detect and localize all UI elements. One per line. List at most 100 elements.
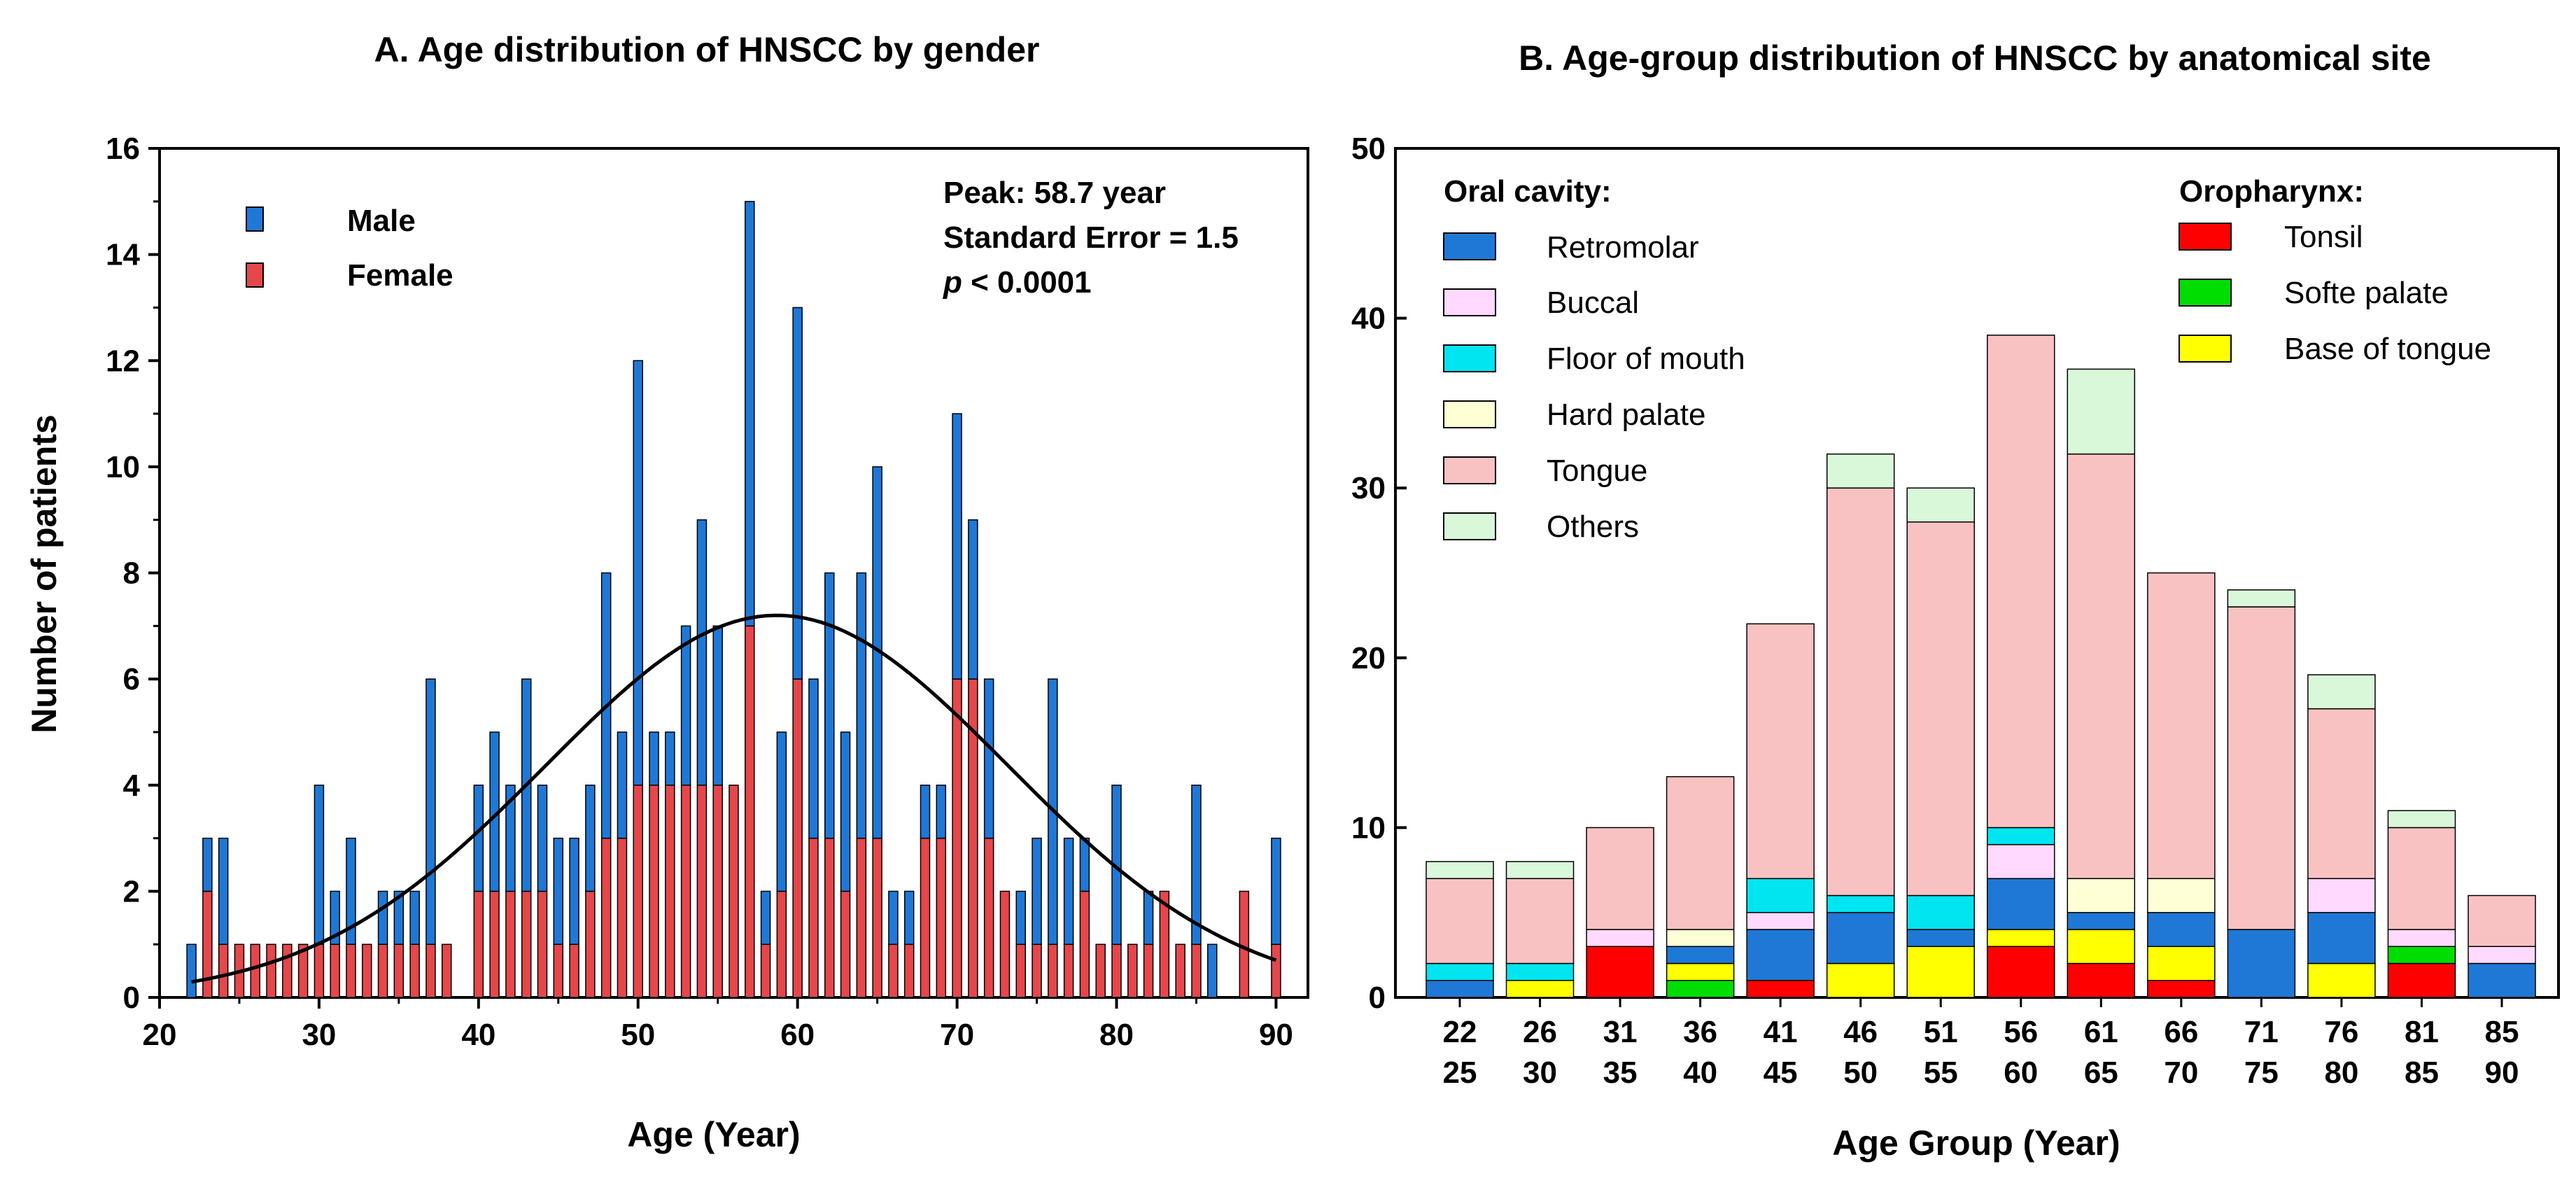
bar-buccal-group-76 <box>2307 878 2376 913</box>
legend-tongue-swatch <box>1443 456 1496 484</box>
bar-softe-palate-group-81 <box>2387 946 2456 965</box>
bar-tongue-group-46 <box>1826 487 1895 897</box>
bar-male-age-51 <box>649 731 659 786</box>
y-tick-label-b-20: 20 <box>1351 641 1386 675</box>
legend-others-swatch <box>1443 512 1496 540</box>
bar-female-age-43 <box>521 890 532 998</box>
bar-male-age-58 <box>760 890 771 945</box>
bar-male-age-55 <box>712 625 723 786</box>
legend-floor-of-mouth-swatch <box>1443 344 1496 372</box>
legend-female-swatch <box>246 262 264 288</box>
bar-female-age-78 <box>1079 890 1090 998</box>
bar-female-age-40 <box>473 890 484 998</box>
x-tick-label-b-bottom-30: 30 <box>1523 1056 1557 1090</box>
legend-hard-palate-label: Hard palate <box>1547 398 1705 432</box>
bar-female-age-81 <box>1127 944 1138 998</box>
bar-female-age-26 <box>250 944 260 998</box>
x-tick-label-b-bottom-50: 50 <box>1843 1056 1878 1090</box>
bar-others-group-51 <box>1906 487 1975 523</box>
legend-retromolar-label: Retromolar <box>1547 230 1699 265</box>
y-tick-label-b-50: 50 <box>1351 132 1386 166</box>
bar-male-age-77 <box>1063 837 1074 945</box>
legend-male-label: Male <box>347 204 416 238</box>
bar-base-of-tongue-group-66 <box>2147 946 2216 981</box>
bar-female-age-28 <box>282 944 293 998</box>
bar-female-age-37 <box>425 944 436 998</box>
x-tick-label-a-90: 90 <box>1259 1018 1293 1052</box>
chart-a-ylabel: Number of patients <box>24 414 64 734</box>
bar-tongue-group-81 <box>2387 827 2456 930</box>
bar-floor-of-mouth-group-46 <box>1826 895 1895 913</box>
bar-female-age-30 <box>314 944 325 998</box>
bar-female-age-77 <box>1063 944 1074 998</box>
x-tick-label-b-top-51: 51 <box>1924 1015 1958 1049</box>
bar-base-of-tongue-group-26 <box>1505 979 1575 998</box>
bar-others-group-71 <box>2227 589 2296 608</box>
bar-male-age-74 <box>1015 890 1026 945</box>
bar-male-age-44 <box>537 785 548 892</box>
bar-male-age-42 <box>505 785 516 892</box>
bar-female-age-51 <box>649 785 659 998</box>
legend-tongue-label: Tongue <box>1547 454 1647 488</box>
bar-female-age-90 <box>1271 944 1281 998</box>
bar-retromolar-group-41 <box>1746 929 1815 981</box>
bar-male-age-67 <box>903 890 915 945</box>
x-tick-label-a-60: 60 <box>780 1018 815 1052</box>
y-tick-label-b-40: 40 <box>1351 302 1386 336</box>
bar-female-age-69 <box>936 837 947 998</box>
bar-female-age-57 <box>745 625 755 998</box>
bar-tongue-group-26 <box>1505 878 1575 965</box>
x-tick-label-b-bottom-70: 70 <box>2164 1056 2198 1090</box>
bar-others-group-46 <box>1826 453 1895 489</box>
bar-base-of-tongue-group-36 <box>1666 962 1735 981</box>
bar-female-age-72 <box>983 837 994 998</box>
bar-base-of-tongue-group-51 <box>1906 946 1975 998</box>
bar-female-age-47 <box>585 890 596 998</box>
bar-floor-of-mouth-group-41 <box>1746 878 1815 913</box>
bar-tongue-group-36 <box>1666 776 1735 930</box>
legend-buccal-label: Buccal <box>1547 286 1639 320</box>
bar-male-age-63 <box>840 731 851 892</box>
bar-tongue-group-31 <box>1586 827 1654 930</box>
bar-male-age-22 <box>186 944 197 998</box>
chart-b-bars <box>1426 335 2536 998</box>
bar-male-age-23 <box>202 837 213 892</box>
bar-female-age-75 <box>1032 944 1042 998</box>
bar-female-age-44 <box>537 890 548 998</box>
bar-tongue-group-61 <box>2067 453 2136 879</box>
bar-male-age-31 <box>330 890 340 945</box>
bar-male-age-50 <box>633 360 643 786</box>
legend-group-oropharynx: Oropharynx: <box>2179 174 2364 209</box>
bar-retromolar-group-66 <box>2147 911 2216 947</box>
bar-buccal-group-85 <box>2468 946 2536 965</box>
bar-female-age-82 <box>1143 944 1154 998</box>
bar-male-age-52 <box>665 731 675 786</box>
bar-female-age-46 <box>569 944 579 998</box>
x-tick-label-b-top-46: 46 <box>1843 1015 1878 1049</box>
legend-tonsil-swatch <box>2179 223 2232 251</box>
bar-hard-palate-group-61 <box>2067 878 2136 913</box>
y-tick-label-b-30: 30 <box>1351 471 1386 505</box>
legend-softe-palate-swatch <box>2179 279 2232 307</box>
bar-female-age-54 <box>696 785 708 998</box>
bar-male-age-64 <box>856 572 867 839</box>
bar-female-age-56 <box>729 785 739 998</box>
chart-a-axes: 0 2 4 6 8 10 12 14 16 20 30 40 50 60 70 80 90 <box>106 132 1293 1052</box>
bar-tonsil-group-66 <box>2147 979 2216 998</box>
bar-tongue-group-41 <box>1746 623 1815 879</box>
bar-tongue-group-71 <box>2227 606 2296 930</box>
bar-base-of-tongue-group-76 <box>2307 962 2376 998</box>
bar-others-group-76 <box>2307 674 2376 710</box>
bar-female-age-73 <box>999 890 1011 998</box>
y-tick-label-b-10: 10 <box>1351 811 1386 845</box>
bar-female-age-84 <box>1175 944 1185 998</box>
legend-base-of-tongue-label: Base of tongue <box>2284 332 2491 366</box>
x-tick-label-b-top-85: 85 <box>2485 1015 2519 1049</box>
bar-hard-palate-group-36 <box>1666 929 1735 947</box>
bar-floor-of-mouth-group-26 <box>1505 962 1575 981</box>
bar-female-age-70 <box>952 678 962 998</box>
bar-female-age-59 <box>776 890 787 998</box>
bar-male-age-24 <box>218 837 229 945</box>
bar-female-age-48 <box>600 837 612 998</box>
